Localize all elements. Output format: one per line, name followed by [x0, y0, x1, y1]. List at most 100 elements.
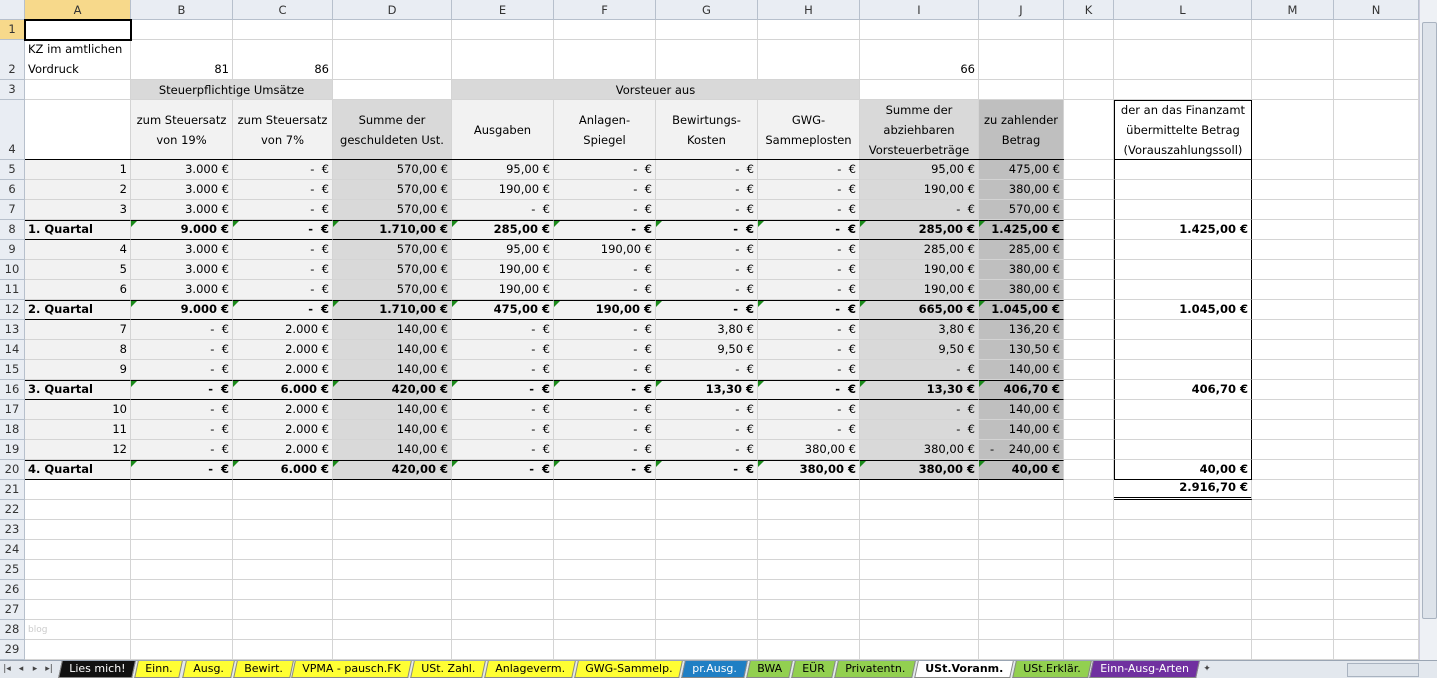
data-cell[interactable]: 140,00 € [333, 440, 452, 460]
quarter-total-cell[interactable]: 190,00 € [554, 300, 656, 320]
cell-F27[interactable] [554, 600, 656, 620]
cell-H29[interactable] [758, 640, 860, 660]
data-cell[interactable]: - € [656, 160, 758, 180]
cell-M26[interactable] [1252, 580, 1334, 600]
cell-A23[interactable] [25, 520, 131, 540]
data-cell[interactable]: 570,00 € [333, 200, 452, 220]
quarter-total-cell[interactable]: 420,00 € [333, 460, 452, 480]
data-cell[interactable]: - € [554, 340, 656, 360]
cell-F2[interactable] [554, 40, 656, 80]
column-header-J[interactable]: J [979, 0, 1064, 20]
data-cell[interactable]: - € [131, 400, 233, 420]
month-number[interactable]: 10 [25, 400, 131, 420]
cell-L2[interactable] [1114, 40, 1252, 80]
cell-M6[interactable] [1252, 180, 1334, 200]
cell-E21[interactable] [452, 480, 554, 500]
cell-N14[interactable] [1334, 340, 1419, 360]
cell-H28[interactable] [758, 620, 860, 640]
column-header-I[interactable]: I [860, 0, 979, 20]
month-number[interactable]: 6 [25, 280, 131, 300]
month-number[interactable]: 8 [25, 340, 131, 360]
cell-F4-text[interactable]: Anlagen- Spiegel [554, 100, 656, 160]
cell-D4-text[interactable]: Summe der geschuldeten Ust. [333, 100, 452, 160]
sheet-tab[interactable]: USt. Zahl. [410, 661, 486, 678]
data-cell[interactable] [1114, 200, 1252, 220]
cell-B27[interactable] [131, 600, 233, 620]
quarter-total-cell[interactable]: - € [656, 300, 758, 320]
data-cell[interactable]: - € [554, 200, 656, 220]
scroll-thumb[interactable] [1422, 22, 1437, 619]
cell-K5[interactable] [1064, 160, 1114, 180]
quarter-total-cell[interactable]: - € [452, 460, 554, 480]
data-cell[interactable]: - € [452, 440, 554, 460]
cell-D1[interactable] [333, 20, 452, 40]
month-number[interactable]: 12 [25, 440, 131, 460]
data-cell[interactable] [1114, 440, 1252, 460]
column-header-B[interactable]: B [131, 0, 233, 20]
cell-J3[interactable] [979, 80, 1064, 100]
column-header-A[interactable]: A [25, 0, 131, 20]
cell-A21[interactable] [25, 480, 131, 500]
cell-M29[interactable] [1252, 640, 1334, 660]
quarter-total-cell[interactable]: 1.710,00 € [333, 220, 452, 240]
data-cell[interactable]: 380,00 € [860, 440, 979, 460]
data-cell[interactable]: - € [758, 420, 860, 440]
cell-H22[interactable] [758, 500, 860, 520]
cell-B22[interactable] [131, 500, 233, 520]
cell-N5[interactable] [1334, 160, 1419, 180]
cell-M11[interactable] [1252, 280, 1334, 300]
quarter-total-cell[interactable]: - € [554, 380, 656, 400]
cell-L1[interactable] [1114, 20, 1252, 40]
cell-N4[interactable] [1334, 100, 1419, 160]
label-kz-amtlichen-vordruck[interactable]: KZ im amtlichen Vordruck [25, 40, 131, 80]
cell-B29[interactable] [131, 640, 233, 660]
cell-K24[interactable] [1064, 540, 1114, 560]
quarter-total-cell[interactable]: 420,00 € [333, 380, 452, 400]
cell-A27[interactable] [25, 600, 131, 620]
cell-H4-text[interactable]: GWG- Sammeplosten [758, 100, 860, 160]
cell-N9[interactable] [1334, 240, 1419, 260]
cell-N2[interactable] [1334, 40, 1419, 80]
cell-K27[interactable] [1064, 600, 1114, 620]
row-header-8[interactable]: 8 [0, 220, 25, 240]
cell-G24[interactable] [656, 540, 758, 560]
quarter-total-cell[interactable]: - € [656, 220, 758, 240]
group-header-vorsteuer-aus[interactable]: Vorsteuer aus [452, 80, 860, 100]
sheet-tab[interactable]: pr.Ausg. [681, 661, 748, 678]
month-number[interactable]: 9 [25, 360, 131, 380]
cell-K11[interactable] [1064, 280, 1114, 300]
column-header-C[interactable]: C [233, 0, 333, 20]
quarter-label[interactable]: 4. Quartal [25, 460, 131, 480]
cell-B28[interactable] [131, 620, 233, 640]
data-cell[interactable]: 140,00 € [333, 340, 452, 360]
quarter-total-cell[interactable]: - € [554, 460, 656, 480]
cell-K16[interactable] [1064, 380, 1114, 400]
data-cell[interactable]: - € [656, 180, 758, 200]
cell-E4-text[interactable]: Ausgaben [452, 100, 554, 160]
cell-K10[interactable] [1064, 260, 1114, 280]
month-number[interactable]: 3 [25, 200, 131, 220]
row-header-11[interactable]: 11 [0, 280, 25, 300]
cell-I4-text[interactable]: Summe der abziehbaren Vorsteuerbeträge [860, 100, 979, 160]
quarter-total-cell[interactable]: 9.000 € [131, 220, 233, 240]
cell-M10[interactable] [1252, 260, 1334, 280]
cell-A24[interactable] [25, 540, 131, 560]
data-cell[interactable]: - € [758, 400, 860, 420]
cell-I3[interactable] [860, 80, 979, 100]
sheet-tab[interactable]: USt.Erklär. [1011, 661, 1092, 678]
cell-J27[interactable] [979, 600, 1064, 620]
data-cell[interactable]: 3,80 € [860, 320, 979, 340]
cell-E2[interactable] [452, 40, 554, 80]
data-cell[interactable]: - 240,00 € [979, 440, 1064, 460]
cell-N22[interactable] [1334, 500, 1419, 520]
cell-N13[interactable] [1334, 320, 1419, 340]
cell-C25[interactable] [233, 560, 333, 580]
sheet-tab[interactable]: Privatentn. [833, 661, 916, 678]
cell-B24[interactable] [131, 540, 233, 560]
cell-L22[interactable] [1114, 500, 1252, 520]
cell-N28[interactable] [1334, 620, 1419, 640]
cell-G26[interactable] [656, 580, 758, 600]
cell-M4[interactable] [1252, 100, 1334, 160]
data-cell[interactable]: - € [860, 400, 979, 420]
cell-I23[interactable] [860, 520, 979, 540]
